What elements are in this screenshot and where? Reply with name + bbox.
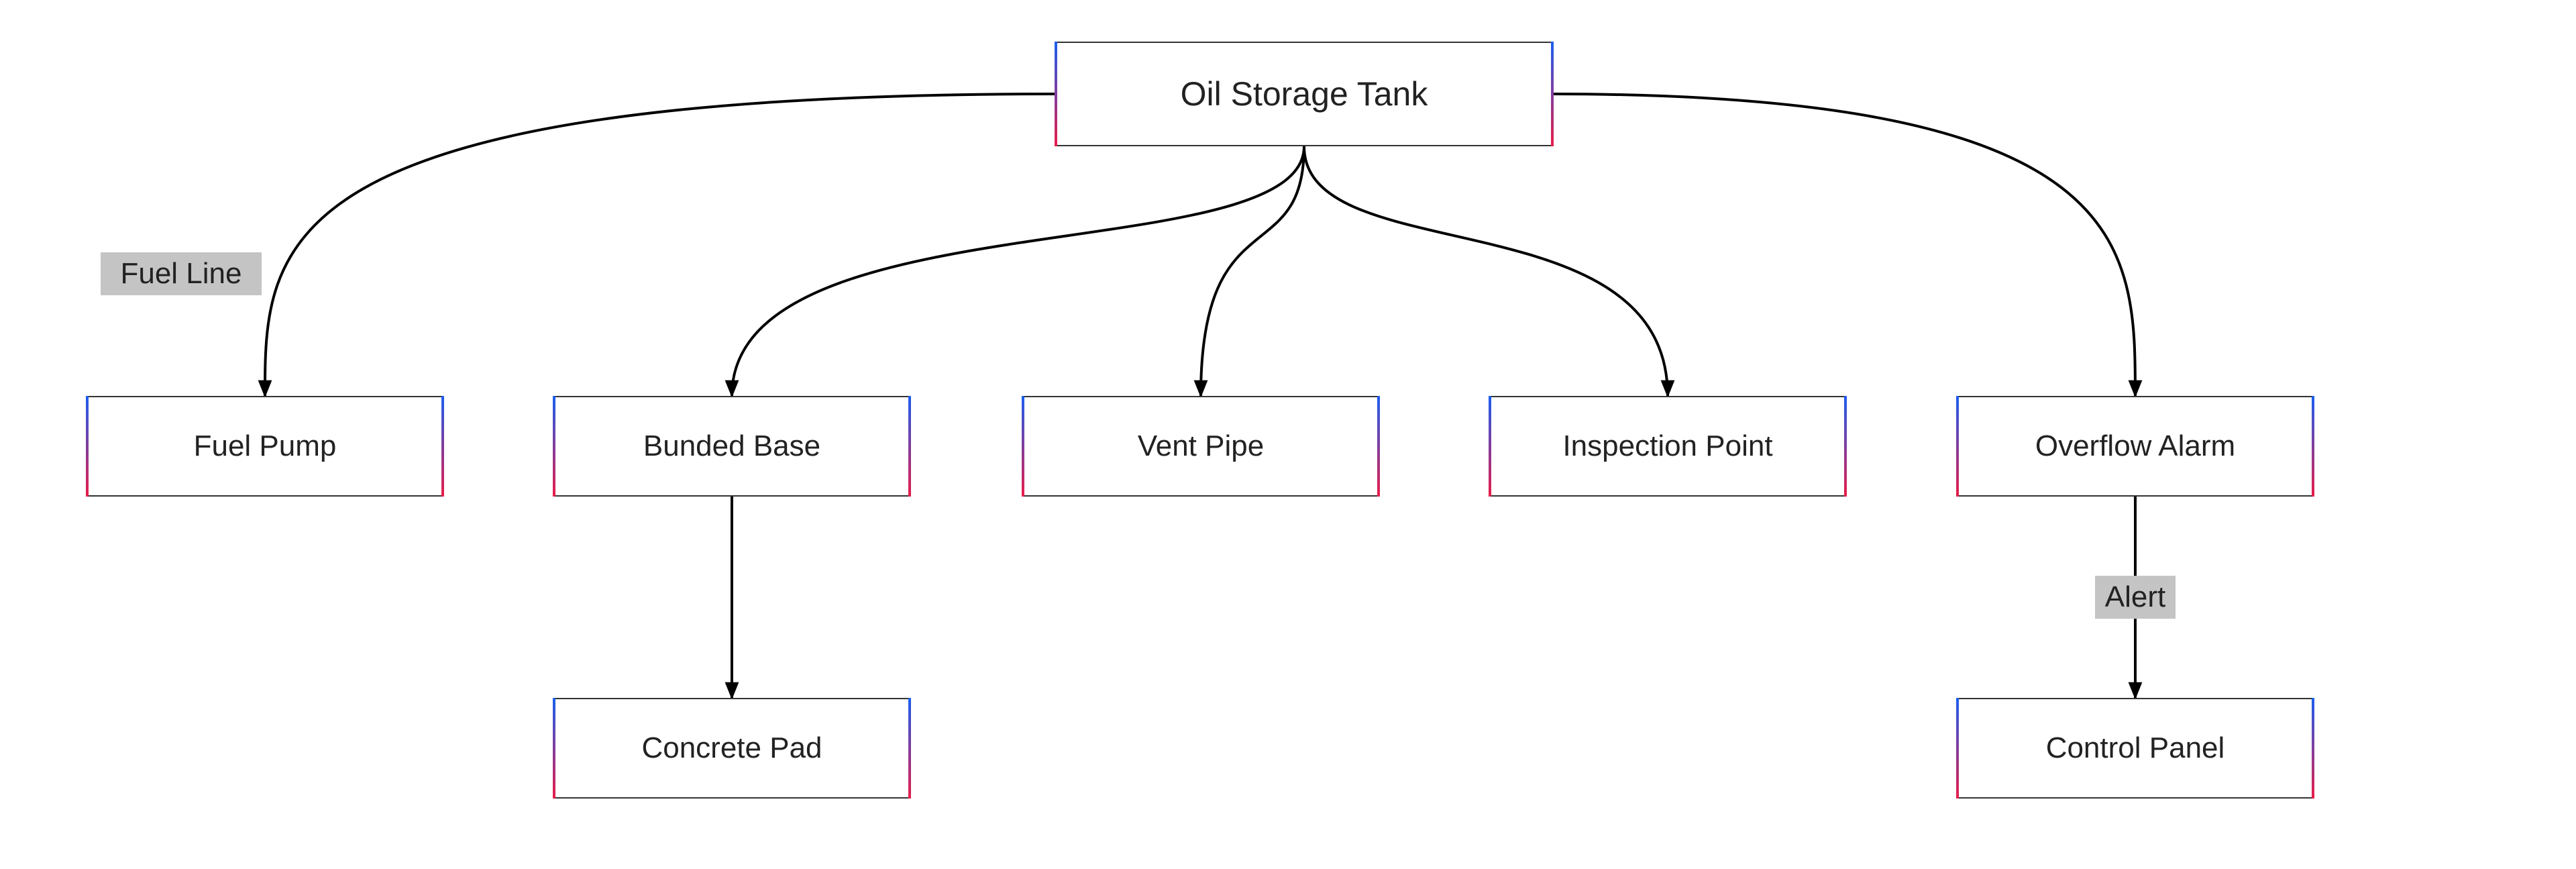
node-pad: Concrete Pad bbox=[554, 698, 910, 799]
node-left-border bbox=[553, 698, 555, 799]
node-right-border bbox=[1551, 42, 1554, 146]
edge-label-alarm-panel: Alert bbox=[2095, 576, 2176, 619]
node-root: Oil Storage Tank bbox=[1056, 42, 1552, 146]
node-insp: Inspection Point bbox=[1490, 396, 1845, 497]
node-right-border bbox=[1377, 396, 1380, 497]
node-vent: Vent Pipe bbox=[1023, 396, 1379, 497]
node-alarm: Overflow Alarm bbox=[1957, 396, 2313, 497]
node-right-border bbox=[441, 396, 444, 497]
edge-root-fuel bbox=[265, 94, 1056, 396]
diagram-canvas: Oil Storage Tank Fuel Pump Bunded Base Vent… bbox=[0, 0, 2576, 869]
edge-label-root-fuel: Fuel Line bbox=[101, 252, 262, 295]
node-right-border bbox=[2312, 698, 2314, 799]
node-right-border bbox=[908, 698, 911, 799]
node-label: Control Panel bbox=[2046, 731, 2225, 765]
node-right-border bbox=[908, 396, 911, 497]
node-right-border bbox=[1844, 396, 1847, 497]
edge-root-insp bbox=[1304, 146, 1668, 396]
node-label: Concrete Pad bbox=[641, 731, 822, 765]
node-left-border bbox=[86, 396, 89, 497]
node-label: Vent Pipe bbox=[1138, 429, 1264, 463]
node-left-border bbox=[553, 396, 555, 497]
node-label: Bunded Base bbox=[643, 429, 820, 463]
node-bunded: Bunded Base bbox=[554, 396, 910, 497]
node-label: Overflow Alarm bbox=[2035, 429, 2235, 463]
node-left-border bbox=[1956, 396, 1959, 497]
edge-root-bunded bbox=[732, 146, 1304, 396]
node-fuel: Fuel Pump bbox=[87, 396, 443, 497]
node-label: Fuel Pump bbox=[194, 429, 337, 463]
node-left-border bbox=[1956, 698, 1959, 799]
node-left-border bbox=[1489, 396, 1491, 497]
edge-label-text: Alert bbox=[2105, 580, 2165, 614]
node-label: Oil Storage Tank bbox=[1181, 74, 1428, 113]
edge-label-text: Fuel Line bbox=[120, 257, 241, 291]
node-right-border bbox=[2312, 396, 2314, 497]
node-label: Inspection Point bbox=[1562, 429, 1772, 463]
node-left-border bbox=[1055, 42, 1057, 146]
node-left-border bbox=[1022, 396, 1024, 497]
edge-root-alarm bbox=[1552, 94, 2135, 396]
node-panel: Control Panel bbox=[1957, 698, 2313, 799]
edge-root-vent bbox=[1201, 146, 1304, 396]
